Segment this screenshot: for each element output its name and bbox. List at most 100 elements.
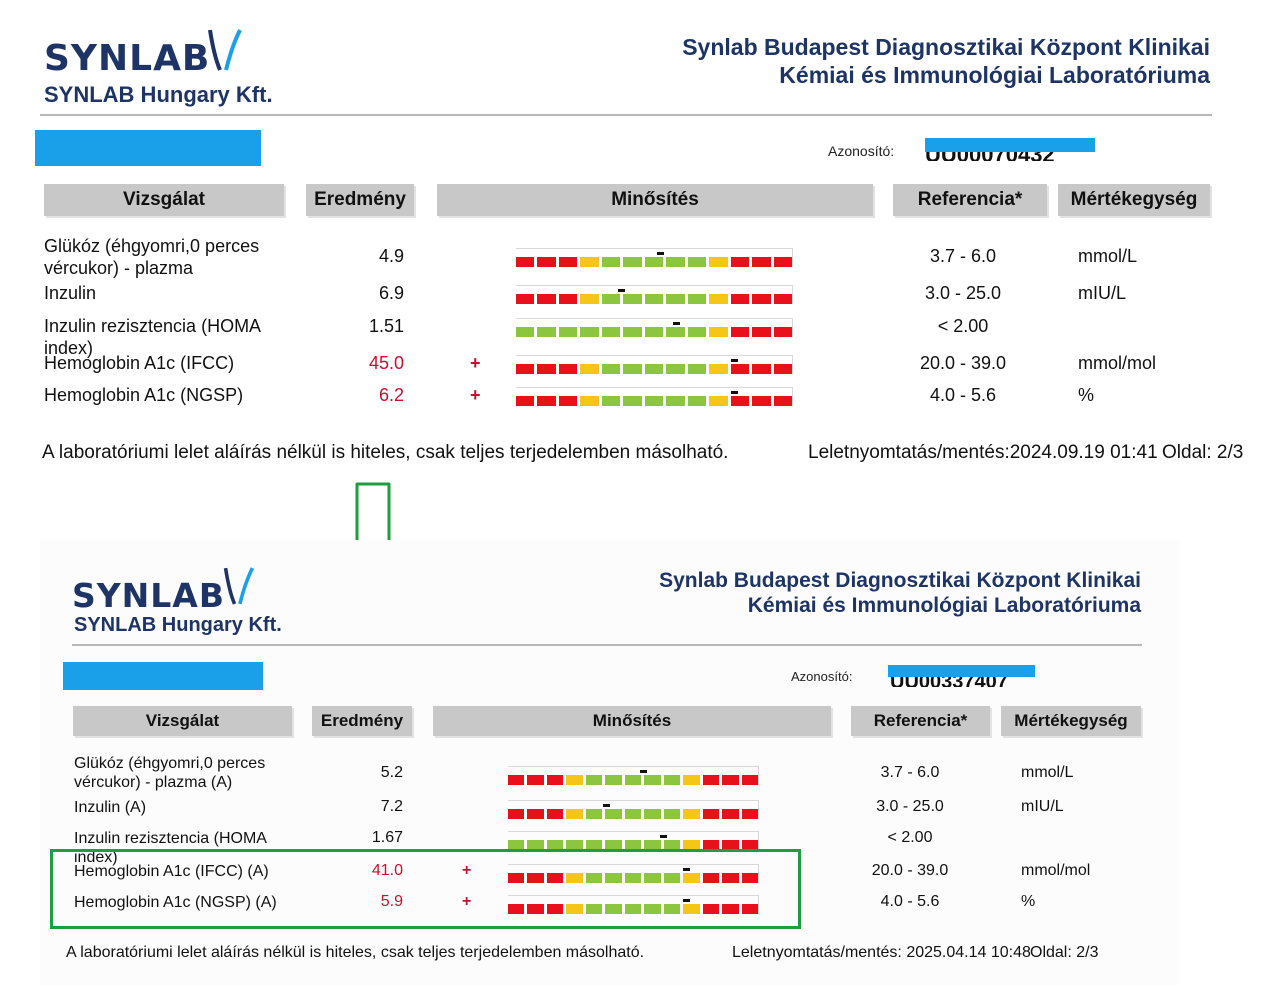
gauge-segment [663,840,681,850]
reference-range: < 2.00 [887,829,933,846]
test-name: Inzulin (A) [74,799,147,816]
gauge-segment [741,873,759,883]
gauge-segment [605,809,622,819]
rating-gauge [516,248,793,267]
gauge-segment [687,257,707,267]
gauge-segment [623,327,642,337]
header-unit: Mértékegység [1058,184,1210,216]
company-name: SYNLAB Hungary Kft. [44,82,273,107]
gauge-segment [663,809,681,819]
header-rating: Minősítés [437,184,873,216]
synlab-logo: SYNLAB [44,38,211,79]
footer-print-date: 2024.09.19 01:41 [1009,442,1158,463]
gauge-segment [601,396,621,406]
unit: mmol/L [1021,764,1074,781]
gauge-segment [601,327,621,337]
footer-page-number: 2/3 [1076,944,1099,961]
gauge-segment [666,257,685,267]
rating-gauge [516,387,793,406]
gauge-segment [730,257,750,267]
gauge-segment [624,904,642,914]
gauge-segment [702,904,720,914]
gauge-segment [558,327,578,337]
gauge-segment [687,294,707,304]
gauge-segment [580,327,599,337]
gauge-segment [623,396,642,406]
test-name: Inzulin rezisztencia (HOMA index) [74,830,267,867]
gauge-segment [773,396,793,406]
gauge-segment [566,904,583,914]
unit: mIU/L [1078,283,1127,303]
lab-title-line1: Synlab Budapest Diagnosztikai Központ Kl… [682,34,1210,60]
test-name: Hemoglobin A1c (NGSP) [44,385,244,405]
test-result: 5.9 [380,893,403,910]
gauge-segment [508,775,525,785]
gauge-segment [558,364,578,374]
gauge-marker [617,289,625,292]
gauge-segment [546,840,564,850]
test-name: Hemoglobin A1c (IFCC) [44,353,235,373]
gauge-segment [585,873,603,883]
gauge-segment [644,364,664,374]
gauge-marker [640,770,647,773]
gauge-segment [773,327,793,337]
id-label: Azonosító: [791,669,853,684]
gauge-segment [605,840,622,850]
gauge-segment [546,809,564,819]
gauge-segment [527,873,544,883]
gauge-segment [687,396,707,406]
company-name: SYNLAB Hungary Kft. [74,614,282,636]
gauge-segment [644,840,661,850]
gauge-segment [666,396,685,406]
test-name: Inzulin rezisztencia (HOMA index) [44,316,261,358]
test-result: 6.9 [378,283,404,303]
gauge-segment [585,904,603,914]
abnormal-flag: + [470,385,481,405]
rating-gauge [508,831,759,850]
header-test: Vizsgálat [44,184,284,216]
gauge-segment [566,809,583,819]
test-result: 4.9 [378,246,404,266]
gauge-segment [537,327,556,337]
gauge-segment [666,364,685,374]
id-redaction [888,665,1035,677]
gauge-segment [580,364,599,374]
reference-range: < 2.00 [937,316,989,336]
gauge-segment [558,294,578,304]
gauge-segment [527,840,544,850]
gauge-segment [566,873,583,883]
gauge-marker [682,899,690,902]
abnormal-flag: + [462,893,472,910]
gauge-segment [644,904,661,914]
unit: mmol/mol [1078,353,1157,373]
gauge-segment [508,904,525,914]
gauge-segment [580,294,599,304]
gauge-segment [666,294,685,304]
test-result: 45.0 [368,353,404,373]
footer-print-info: Leletnyomtatás/mentés: 2025.04.14 10:48 [732,944,1031,962]
gauge-segment [508,873,525,883]
header-result: Eredmény [312,706,412,736]
gauge-segment [624,840,642,850]
gauge-segment [741,775,759,785]
header-test: Vizsgálat [73,706,292,736]
reference-range: 3.7 - 6.0 [880,764,940,781]
gauge-segment [566,775,583,785]
gauge-segment [773,294,793,304]
footer-note: A laboratóriumi lelet aláírás nélkül is … [66,944,645,961]
gauge-segment [752,257,771,267]
rating-gauge [508,864,759,883]
gauge-segment [709,327,728,337]
synlab-logo: SYNLAB [72,576,226,615]
gauge-segment [663,873,681,883]
gauge-marker [673,322,681,325]
gauge-segment [605,775,622,785]
gauge-segment [702,775,720,785]
gauge-segment [623,364,642,374]
header-divider [40,114,1212,116]
gauge-segment [752,396,771,406]
header-unit: Mértékegység [1001,706,1141,736]
footer-page-label: Oldal: [1030,944,1072,961]
gauge-segment [730,327,750,337]
unit: mIU/L [1021,798,1064,815]
